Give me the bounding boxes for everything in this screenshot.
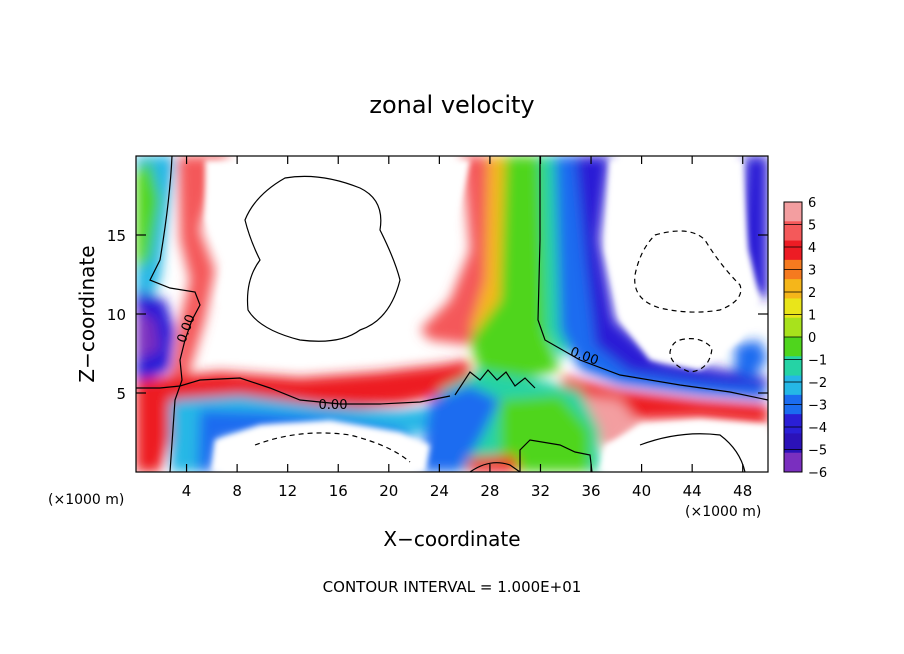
colorbar-swatch [784, 356, 802, 377]
field-region-central-green [470, 156, 560, 380]
colorbar-label: −1 [808, 354, 827, 369]
x-axis-label: X−coordinate [383, 527, 520, 551]
contour-dashed-bottom-left [254, 432, 411, 463]
field-region-left-positive [165, 156, 230, 395]
heatmap-field [136, 156, 768, 472]
x-tick-label: 44 [683, 482, 702, 500]
colorbar-label: 2 [808, 286, 816, 301]
x-tick-label: 28 [480, 482, 499, 500]
colorbar: 6 5 4 3 2 1 0 −1 −2 −3 −4 −5 −6 [783, 196, 827, 481]
colorbar-label: 5 [808, 219, 816, 234]
colorbar-swatch [784, 317, 802, 338]
colorbar-label: −5 [808, 444, 827, 459]
y-axis-units: (×1000 m) [48, 492, 124, 508]
contour-label-lower: 0.00 [319, 398, 348, 413]
colorbar-label: 1 [808, 309, 816, 324]
contour-bottom-small [469, 462, 521, 472]
colorbar-swatch [784, 298, 802, 319]
colorbar-swatch [784, 452, 802, 473]
x-tick-label: 20 [379, 482, 398, 500]
colorbar-label: −4 [808, 421, 827, 436]
contour-upper-blob [244, 175, 401, 342]
x-tick-label: 16 [329, 482, 348, 500]
colorbar-label: 0 [808, 331, 816, 346]
x-tick-label: 4 [182, 482, 192, 500]
field-region-left-core [136, 310, 160, 360]
contour-lines [136, 156, 768, 472]
colorbar-label: −2 [808, 376, 827, 391]
x-tick-label: 24 [430, 482, 449, 500]
contour-zero-central [537, 156, 768, 401]
colorbar-swatch [784, 202, 802, 222]
colorbar-label: 3 [808, 264, 816, 279]
field-blank-bottom-right [600, 420, 768, 472]
field-region-bottom-green [500, 395, 590, 472]
contour-zero-left [149, 156, 201, 472]
contour-bottom-right [639, 433, 746, 472]
colorbar-swatch [784, 375, 802, 396]
x-tick-label: 12 [278, 482, 297, 500]
field-blank-upper-right [605, 160, 760, 370]
field-region-central-cyan [540, 156, 575, 360]
colorbar-swatch [784, 337, 802, 357]
colorbar-label: 6 [808, 196, 816, 211]
colorbar-swatch [784, 279, 802, 299]
contour-zero-lower [136, 377, 451, 405]
y-tick-label: 10 [107, 306, 126, 324]
y-axis: 5 10 15 [107, 227, 768, 403]
contour-interval-note: CONTOUR INTERVAL = 1.000E+01 [323, 578, 582, 596]
field-region-right-patch [735, 340, 768, 380]
x-tick-label: 48 [733, 482, 752, 500]
x-tick-label: 8 [232, 482, 242, 500]
x-tick-label: 40 [632, 482, 651, 500]
x-tick-label: 32 [531, 482, 550, 500]
contour-dashed-right-upper [634, 230, 742, 313]
x-axis-units: (×1000 m) [685, 504, 761, 520]
colorbar-swatch [784, 221, 802, 242]
colorbar-label: −6 [808, 466, 827, 481]
field-blank-bottom-left [212, 420, 430, 472]
chart-title: zonal velocity [369, 91, 534, 119]
field-region-left-green [136, 160, 160, 270]
colorbar-label: 4 [808, 241, 816, 256]
x-axis: 4 8 12 16 20 24 28 32 36 40 44 48 [182, 156, 752, 500]
contour-bottom-mid [519, 439, 593, 472]
y-tick-label: 15 [107, 227, 126, 245]
colorbar-label: −3 [808, 399, 827, 414]
y-tick-label: 5 [116, 385, 126, 403]
colorbar-swatch [784, 240, 802, 261]
field-blank-upper-left [205, 160, 470, 350]
field-region-lower-band-blue [198, 410, 420, 472]
field-region-central-purple [575, 156, 768, 388]
colorbar-swatch [784, 414, 802, 434]
field-region-lower-band-warm [136, 360, 470, 472]
x-tick-label: 36 [581, 482, 600, 500]
contour-mid-jagged [454, 369, 536, 396]
colorbar-swatch [784, 433, 802, 454]
y-axis-label: Z−coordinate [75, 245, 99, 382]
field-region-bottom-blue [420, 385, 500, 472]
